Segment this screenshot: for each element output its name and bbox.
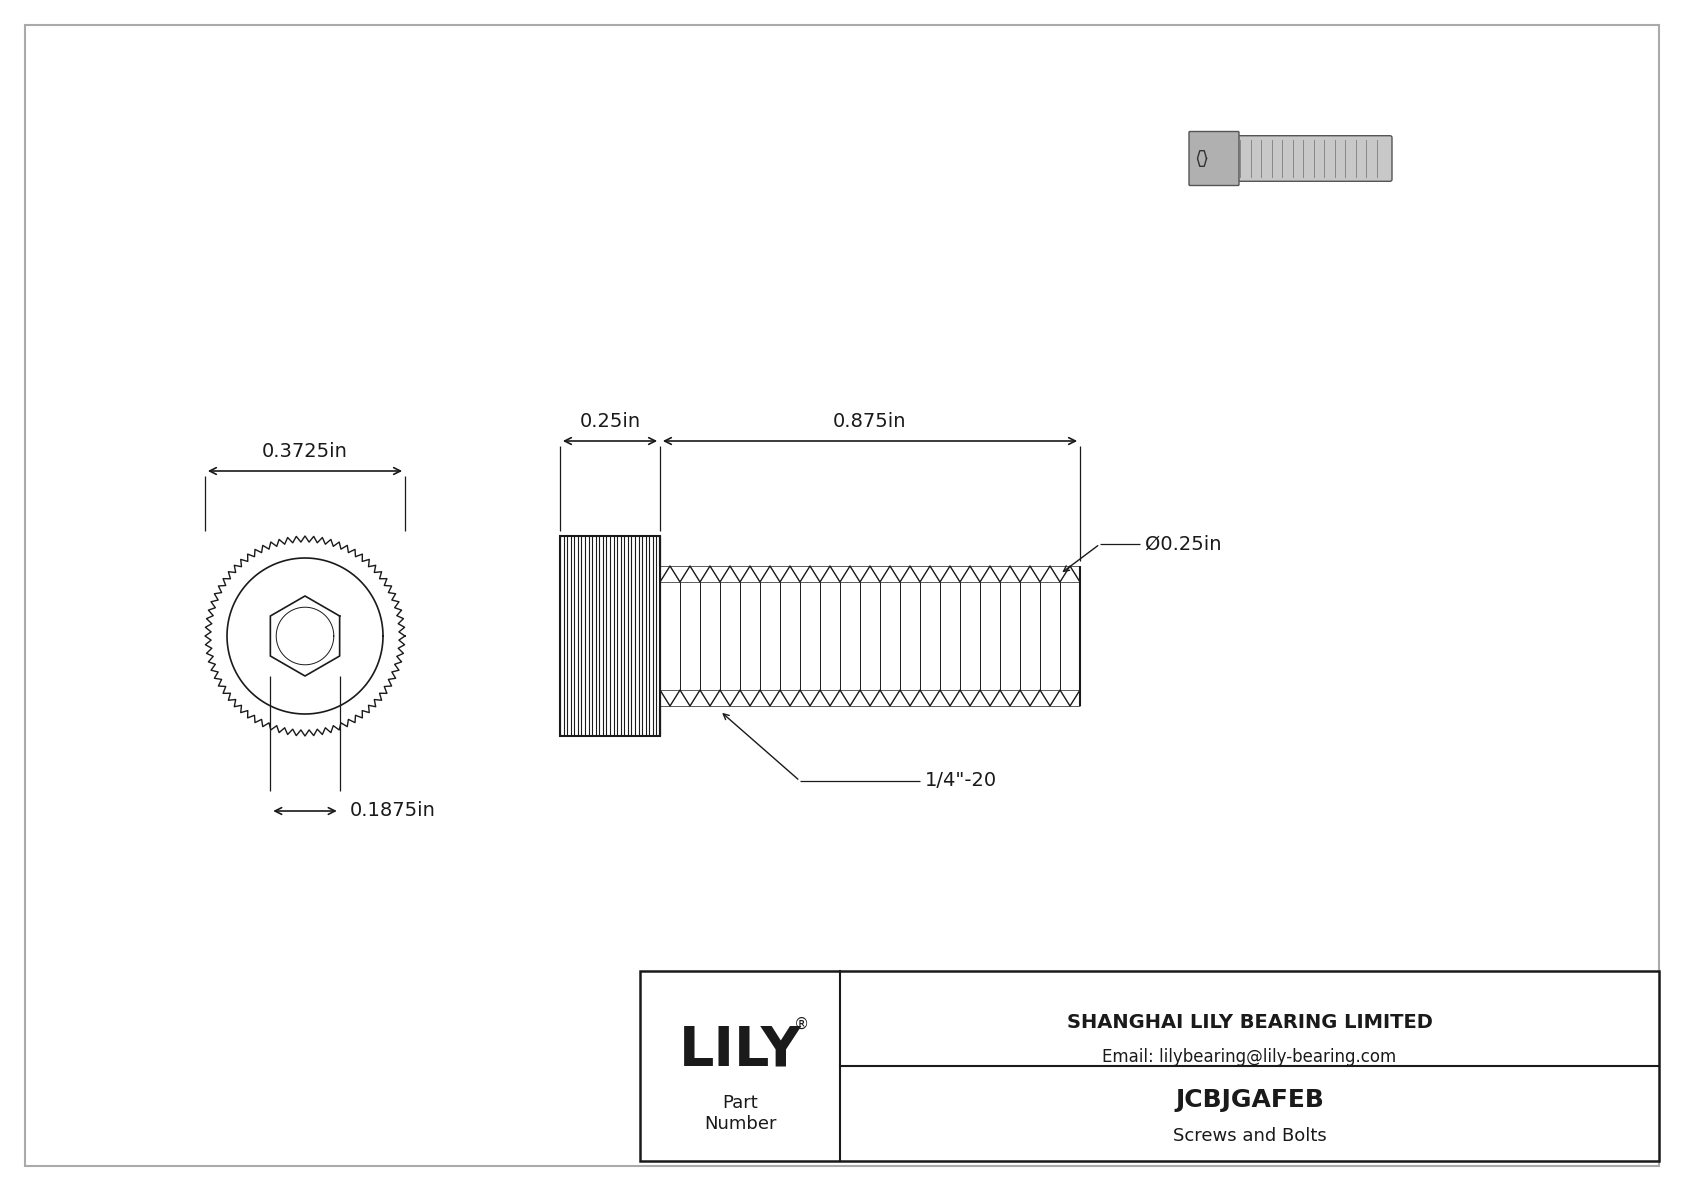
Text: 0.1875in: 0.1875in <box>350 802 436 821</box>
Text: Ø0.25in: Ø0.25in <box>1145 535 1221 554</box>
Text: LILY: LILY <box>679 1024 802 1078</box>
FancyBboxPatch shape <box>1189 131 1239 186</box>
Text: 1/4"-20: 1/4"-20 <box>925 772 997 791</box>
Text: 0.3725in: 0.3725in <box>263 442 349 461</box>
Text: 0.875in: 0.875in <box>834 412 906 431</box>
Bar <box>640 971 1659 1161</box>
Text: Part
Number: Part Number <box>704 1095 776 1133</box>
Text: JCBJGAFEB: JCBJGAFEB <box>1175 1089 1324 1112</box>
FancyBboxPatch shape <box>1233 136 1393 181</box>
Text: Screws and Bolts: Screws and Bolts <box>1172 1128 1327 1146</box>
Text: 0.25in: 0.25in <box>579 412 640 431</box>
Bar <box>561 536 660 736</box>
Text: SHANGHAI LILY BEARING LIMITED: SHANGHAI LILY BEARING LIMITED <box>1066 1012 1433 1031</box>
Text: Email: lilybearing@lily-bearing.com: Email: lilybearing@lily-bearing.com <box>1103 1048 1396 1066</box>
Text: ®: ® <box>795 1016 810 1031</box>
